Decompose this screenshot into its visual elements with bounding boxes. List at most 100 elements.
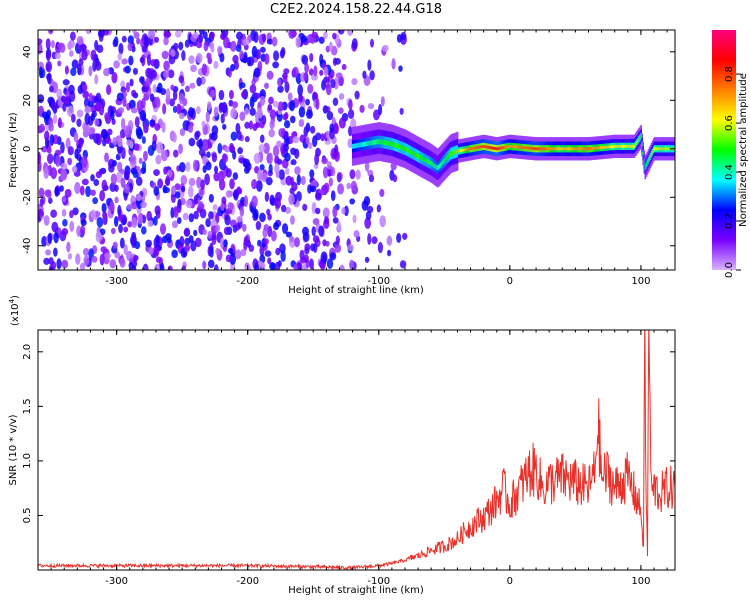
heatmap-track-cell	[556, 147, 559, 151]
heatmap-noise-cell	[253, 67, 261, 78]
heatmap-track-cell	[435, 164, 438, 170]
heatmap-track-cell	[500, 146, 503, 150]
heatmap-noise-cell	[307, 142, 313, 150]
heatmap-noise-cell	[204, 173, 210, 186]
heatmap-noise-cell	[294, 237, 300, 248]
heatmap-track-cell	[509, 144, 511, 148]
heatmap-noise-cell	[296, 174, 301, 186]
heatmap-noise-cell	[128, 55, 134, 66]
heatmap-noise-cell	[218, 103, 226, 110]
y-tick-label: 1.5	[22, 398, 33, 414]
heatmap-noise-cell	[348, 99, 353, 111]
heatmap-noise-cell	[346, 182, 352, 190]
colorbar: 0.0 0.2 0.4 0.6 0.8 Normalized spectral ampl…	[712, 30, 749, 278]
heatmap-noise-cell	[117, 107, 125, 114]
heatmap-track-cell	[561, 147, 564, 151]
heatmap-noise-cell	[337, 107, 344, 115]
heatmap-noise-cell	[222, 123, 227, 130]
heatmap-noise-cell	[379, 188, 385, 198]
heatmap-noise-cell	[38, 187, 45, 198]
heatmap-track-cell	[595, 146, 597, 150]
heatmap-noise-cell	[298, 106, 306, 118]
heatmap-track-cell	[461, 148, 463, 152]
heatmap-track-cell	[616, 144, 618, 148]
x-tick-label: -200	[236, 276, 259, 287]
heatmap-noise-cell	[91, 110, 97, 118]
heatmap-noise-cell	[76, 144, 82, 154]
heatmap-noise-cell	[119, 258, 126, 268]
heatmap-noise-cell	[93, 95, 100, 104]
heatmap-track-cell	[366, 141, 369, 147]
heatmap-track-cell	[466, 148, 468, 151]
heatmap-noise-cell	[178, 92, 185, 105]
heatmap-track-cell	[481, 145, 484, 149]
heatmap-track-cell	[445, 156, 447, 162]
heatmap-track-cell	[473, 146, 476, 150]
heatmap-track-cell	[414, 152, 417, 158]
heatmap-track-cell	[623, 144, 626, 148]
heatmap-noise-cell	[299, 134, 307, 143]
heatmap-noise-cell	[294, 166, 301, 175]
heatmap-noise-cell	[54, 149, 62, 156]
heatmap-noise-cell	[154, 36, 159, 43]
heatmap-noise-cell	[215, 224, 221, 232]
heatmap-track-cell	[428, 159, 431, 165]
heatmap-track-cell	[488, 145, 490, 149]
heatmap-noise-cell	[309, 52, 314, 63]
heatmap-track-cell	[383, 140, 386, 145]
heatmap-track-cell	[497, 147, 500, 150]
heatmap-noise-cell	[181, 50, 186, 61]
heatmap-noise-cell	[159, 223, 167, 235]
heatmap-noise-cell	[367, 233, 372, 245]
heatmap-noise-cell	[215, 247, 220, 255]
heatmap-track-cell	[613, 145, 615, 148]
heatmap-noise-cell	[141, 136, 146, 144]
heatmap-noise-cell	[133, 255, 139, 262]
heatmap-noise-cell	[199, 208, 207, 219]
heatmap-track-cell	[499, 146, 502, 150]
heatmap-noise-cell	[95, 171, 102, 179]
heatmap-noise-cell	[208, 193, 214, 203]
heatmap-noise-cell	[367, 59, 372, 71]
heatmap-noise-cell	[338, 117, 346, 129]
heatmap-noise-cell	[180, 175, 188, 186]
heatmap-track-cell	[642, 152, 645, 155]
colorbar-tick-label: 0.0	[724, 262, 735, 278]
heatmap-noise-cell	[322, 31, 328, 40]
heatmap-noise-cell	[198, 148, 206, 157]
heatmap-noise-cell	[213, 60, 219, 69]
heatmap-noise-cell	[116, 92, 124, 102]
colorbar-bar	[712, 30, 736, 270]
heatmap-track-cell	[569, 147, 571, 151]
heatmap-noise-cell	[169, 98, 175, 107]
heatmap-track-cell	[640, 135, 642, 139]
heatmap-noise-cell	[150, 69, 158, 80]
heatmap-track-cell	[359, 142, 361, 148]
heatmap-track-cell	[485, 145, 487, 149]
heatmap-noise-cell	[53, 247, 58, 257]
heatmap-noise-cell	[324, 106, 331, 113]
y-tick-label: 40	[22, 45, 33, 58]
heatmap-track-cell	[562, 147, 565, 151]
heatmap-noise-cell	[132, 67, 138, 75]
heatmap-track-cell	[392, 142, 395, 147]
heatmap-noise-cell	[257, 239, 262, 247]
heatmap-noise-cell	[213, 264, 219, 270]
heatmap-noise-cell	[121, 58, 128, 65]
heatmap-noise-cell	[210, 45, 215, 53]
heatmap-noise-cell	[323, 76, 330, 83]
y-tick-label: 2.0	[22, 344, 33, 360]
heatmap-noise-cell	[149, 119, 156, 127]
heatmap-track-cell	[448, 153, 451, 159]
snr-y-multiplier-close: )	[10, 295, 21, 299]
y-tick-label: 20	[22, 94, 33, 107]
heatmap-track-cell	[484, 145, 486, 149]
heatmap-noise-cell	[167, 69, 175, 79]
heatmap-track-cell	[647, 159, 650, 163]
heatmap-noise-cell	[132, 30, 137, 35]
heatmap-noise-cell	[400, 32, 407, 40]
heatmap-track-cell	[533, 147, 535, 151]
heatmap-noise-cell	[321, 157, 328, 165]
heatmap-noise-cell	[141, 45, 148, 53]
heatmap-noise-cell	[143, 37, 149, 49]
